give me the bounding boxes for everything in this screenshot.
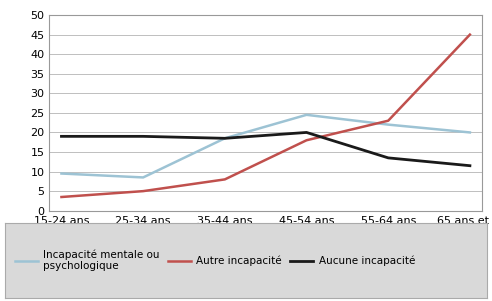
Legend: Incapacité mentale ou
psychologique, Autre incapacité, Aucune incapacité: Incapacité mentale ou psychologique, Aut…	[10, 244, 420, 277]
